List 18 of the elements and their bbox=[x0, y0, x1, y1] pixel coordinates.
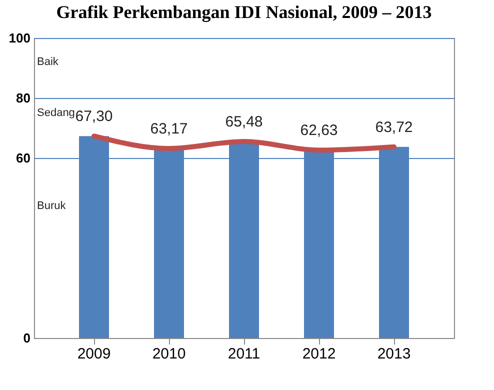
x-tick-label: 2013 bbox=[377, 346, 411, 362]
y-tick-label: 100 bbox=[8, 30, 30, 46]
y-tick-label: 0 bbox=[23, 330, 30, 346]
x-tick-label: 2012 bbox=[302, 346, 336, 362]
annotation: Sedang bbox=[37, 107, 75, 119]
x-tick-label: 2009 bbox=[77, 346, 111, 362]
data-label: 65,48 bbox=[225, 114, 263, 131]
annotation: Baik bbox=[37, 56, 59, 68]
y-tick-label: 60 bbox=[16, 150, 30, 166]
data-label: 67,30 bbox=[75, 108, 113, 126]
annotation: Buruk bbox=[37, 200, 66, 212]
data-label: 63,17 bbox=[150, 120, 188, 138]
data-label: 63,72 bbox=[375, 118, 413, 136]
chart-title: Grafik Perkembangan IDI Nasional, 2009 – 2013 bbox=[56, 2, 432, 22]
x-tick-label: 2011 bbox=[228, 346, 260, 362]
y-tick-label: 80 bbox=[16, 90, 30, 106]
x-tick-label: 2010 bbox=[152, 346, 186, 362]
data-label: 62,63 bbox=[300, 122, 338, 140]
